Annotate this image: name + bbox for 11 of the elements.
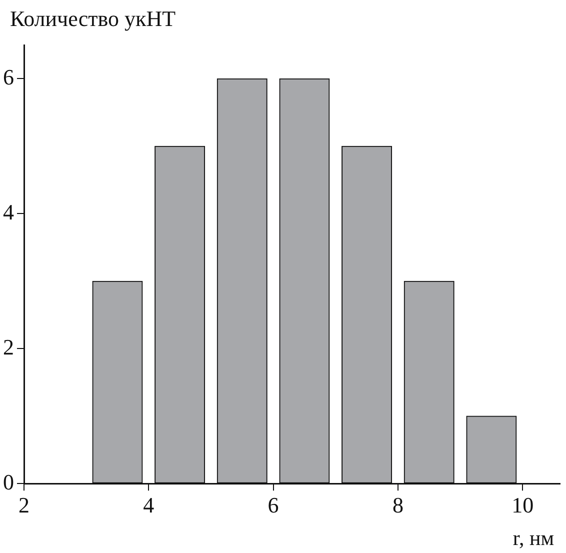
- x-axis-title: r, нм: [512, 526, 554, 551]
- y-tick-label: 2: [3, 334, 14, 360]
- y-tick-label: 4: [3, 199, 14, 224]
- x-tick-label: 6: [268, 492, 279, 518]
- y-axis-title: Количество укНТ: [10, 6, 176, 32]
- x-tick-label: 8: [392, 492, 404, 518]
- y-tick-label: 6: [3, 64, 14, 90]
- y-tick-label: 0: [3, 469, 14, 494]
- x-tick-label: 2: [18, 492, 30, 518]
- x-tick-label: 10: [512, 492, 534, 518]
- x-tick-label: 4: [143, 492, 154, 518]
